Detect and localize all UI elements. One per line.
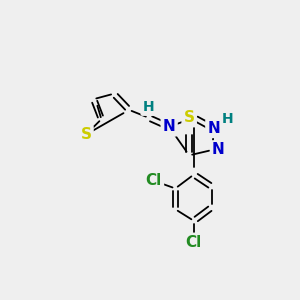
Text: N: N [207,121,220,136]
Text: S: S [184,110,195,125]
Text: Cl: Cl [146,173,162,188]
Text: H: H [222,112,233,126]
Text: S: S [80,127,92,142]
Text: N: N [163,119,175,134]
Text: H: H [142,100,154,114]
Text: N: N [212,142,225,158]
Text: Cl: Cl [186,235,202,250]
